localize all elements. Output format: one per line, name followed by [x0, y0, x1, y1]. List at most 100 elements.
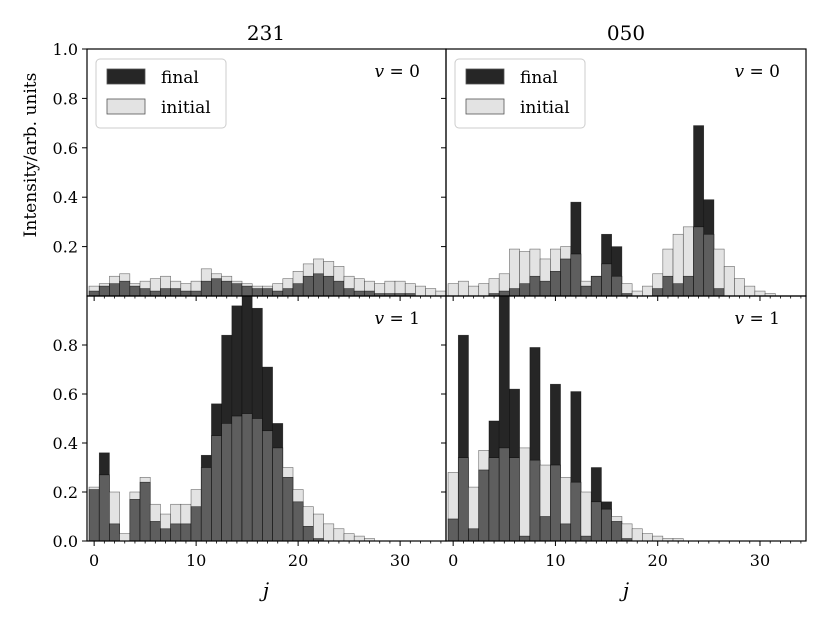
bar-overlap	[457, 457, 469, 541]
bar-overlap	[109, 523, 120, 541]
bar-overlap	[302, 275, 314, 296]
bar-overlap	[282, 476, 294, 541]
panel-2: 0.0 0.2 0.4 0.6 0.8 0 10 20 30 v = 1	[53, 295, 447, 570]
x-tick-label: 10	[545, 551, 565, 570]
bar-overlap	[211, 435, 222, 541]
bar-final	[529, 347, 541, 541]
bar-overlap	[529, 275, 541, 296]
bar-overlap	[160, 528, 171, 541]
y-tick-label: 0.4	[53, 188, 78, 207]
x-axis-label-left: j	[259, 578, 269, 602]
bar-overlap	[180, 523, 192, 541]
bar-overlap	[601, 508, 612, 541]
bar-initial	[652, 535, 664, 541]
bar-overlap	[509, 457, 520, 541]
bar-overlap	[601, 263, 612, 296]
bar-overlap	[611, 275, 623, 296]
bar-initial	[744, 285, 756, 296]
legend-label-final: final	[520, 68, 558, 88]
bar-overlap	[231, 415, 243, 541]
bar-overlap	[519, 535, 531, 541]
bar-initial	[631, 528, 643, 541]
x-tick-label: 10	[186, 551, 206, 570]
y-tick-label: 0.6	[53, 139, 78, 158]
bar-overlap	[221, 423, 233, 541]
bar-overlap	[241, 285, 253, 296]
bar-initial	[333, 528, 345, 541]
bar-overlap	[682, 275, 694, 296]
bar-overlap	[550, 464, 561, 541]
bar-overlap	[211, 278, 222, 296]
y-tick-label: 0.2	[53, 483, 78, 502]
bar-initial	[468, 285, 480, 296]
legend-label-final: final	[161, 68, 199, 88]
bar-overlap	[292, 501, 304, 541]
bar-overlap	[560, 523, 572, 541]
bar-overlap	[180, 290, 192, 296]
bar-overlap	[478, 469, 490, 541]
panel-0: 0.2 0.4 0.6 0.8 1.0 v = 0 final initial	[53, 40, 447, 301]
bar-initial	[580, 491, 592, 541]
bar-overlap	[468, 528, 480, 541]
bar-overlap	[170, 288, 182, 296]
y-tick-label: 0.4	[53, 434, 78, 453]
y-tick-label: 0.8	[53, 336, 78, 355]
bar-overlap	[98, 285, 110, 296]
panels: 0.2 0.4 0.6 0.8 1.0 v = 0 final initial v = 0 fin…	[53, 40, 807, 570]
y-tick-label: 1.0	[53, 40, 78, 59]
panel-frame	[445, 295, 807, 542]
legend-swatch-initial	[106, 98, 146, 115]
bar-overlap	[241, 413, 253, 541]
bar-overlap	[139, 288, 151, 296]
bar-overlap	[190, 290, 202, 296]
bar-overlap	[262, 430, 273, 541]
bar-overlap	[190, 506, 202, 541]
bar-overlap	[272, 447, 284, 541]
bars	[88, 258, 446, 296]
bar-overlap	[272, 290, 284, 296]
bar-overlap	[498, 290, 510, 296]
bars	[447, 296, 684, 541]
bar-overlap	[262, 288, 273, 296]
bar-final	[570, 201, 582, 296]
bars	[447, 125, 776, 296]
bar-initial	[353, 535, 365, 541]
legend: final initial	[95, 58, 227, 129]
bar-overlap	[364, 290, 375, 296]
legend: final initial	[454, 58, 586, 129]
legend-swatch-final	[465, 68, 505, 85]
bar-overlap	[560, 258, 572, 296]
bar-overlap	[488, 457, 500, 541]
bar-overlap	[703, 233, 715, 296]
bar-overlap	[313, 273, 324, 296]
bar-overlap	[580, 535, 592, 541]
bar-initial	[435, 290, 446, 296]
bar-initial	[323, 523, 335, 541]
x-tick-label: 20	[648, 551, 668, 570]
legend-label-initial: initial	[161, 98, 211, 118]
legend-swatch-final	[106, 68, 146, 85]
bar-overlap	[129, 285, 141, 296]
bar-overlap	[323, 275, 335, 296]
bar-overlap	[539, 516, 551, 541]
bar-overlap	[149, 521, 161, 541]
panel-annotation: v = 0	[735, 62, 780, 82]
column-title-231: 231	[247, 21, 285, 45]
bar-initial	[447, 283, 459, 296]
bar-final	[457, 334, 469, 541]
bar-initial	[343, 533, 355, 541]
bar-overlap	[652, 288, 664, 296]
bar-initial	[642, 285, 653, 296]
bar-overlap	[662, 275, 674, 296]
bar-overlap	[251, 418, 263, 541]
bar-initial	[734, 278, 745, 296]
y-tick-label: 0.0	[53, 532, 78, 551]
x-tick-label: 30	[750, 551, 770, 570]
bar-initial	[457, 280, 469, 296]
bar-overlap	[519, 283, 531, 296]
bar-overlap	[539, 280, 551, 296]
bar-overlap	[149, 290, 161, 296]
panel-1: v = 0 final initial	[441, 48, 807, 301]
bar-initial	[723, 266, 735, 296]
